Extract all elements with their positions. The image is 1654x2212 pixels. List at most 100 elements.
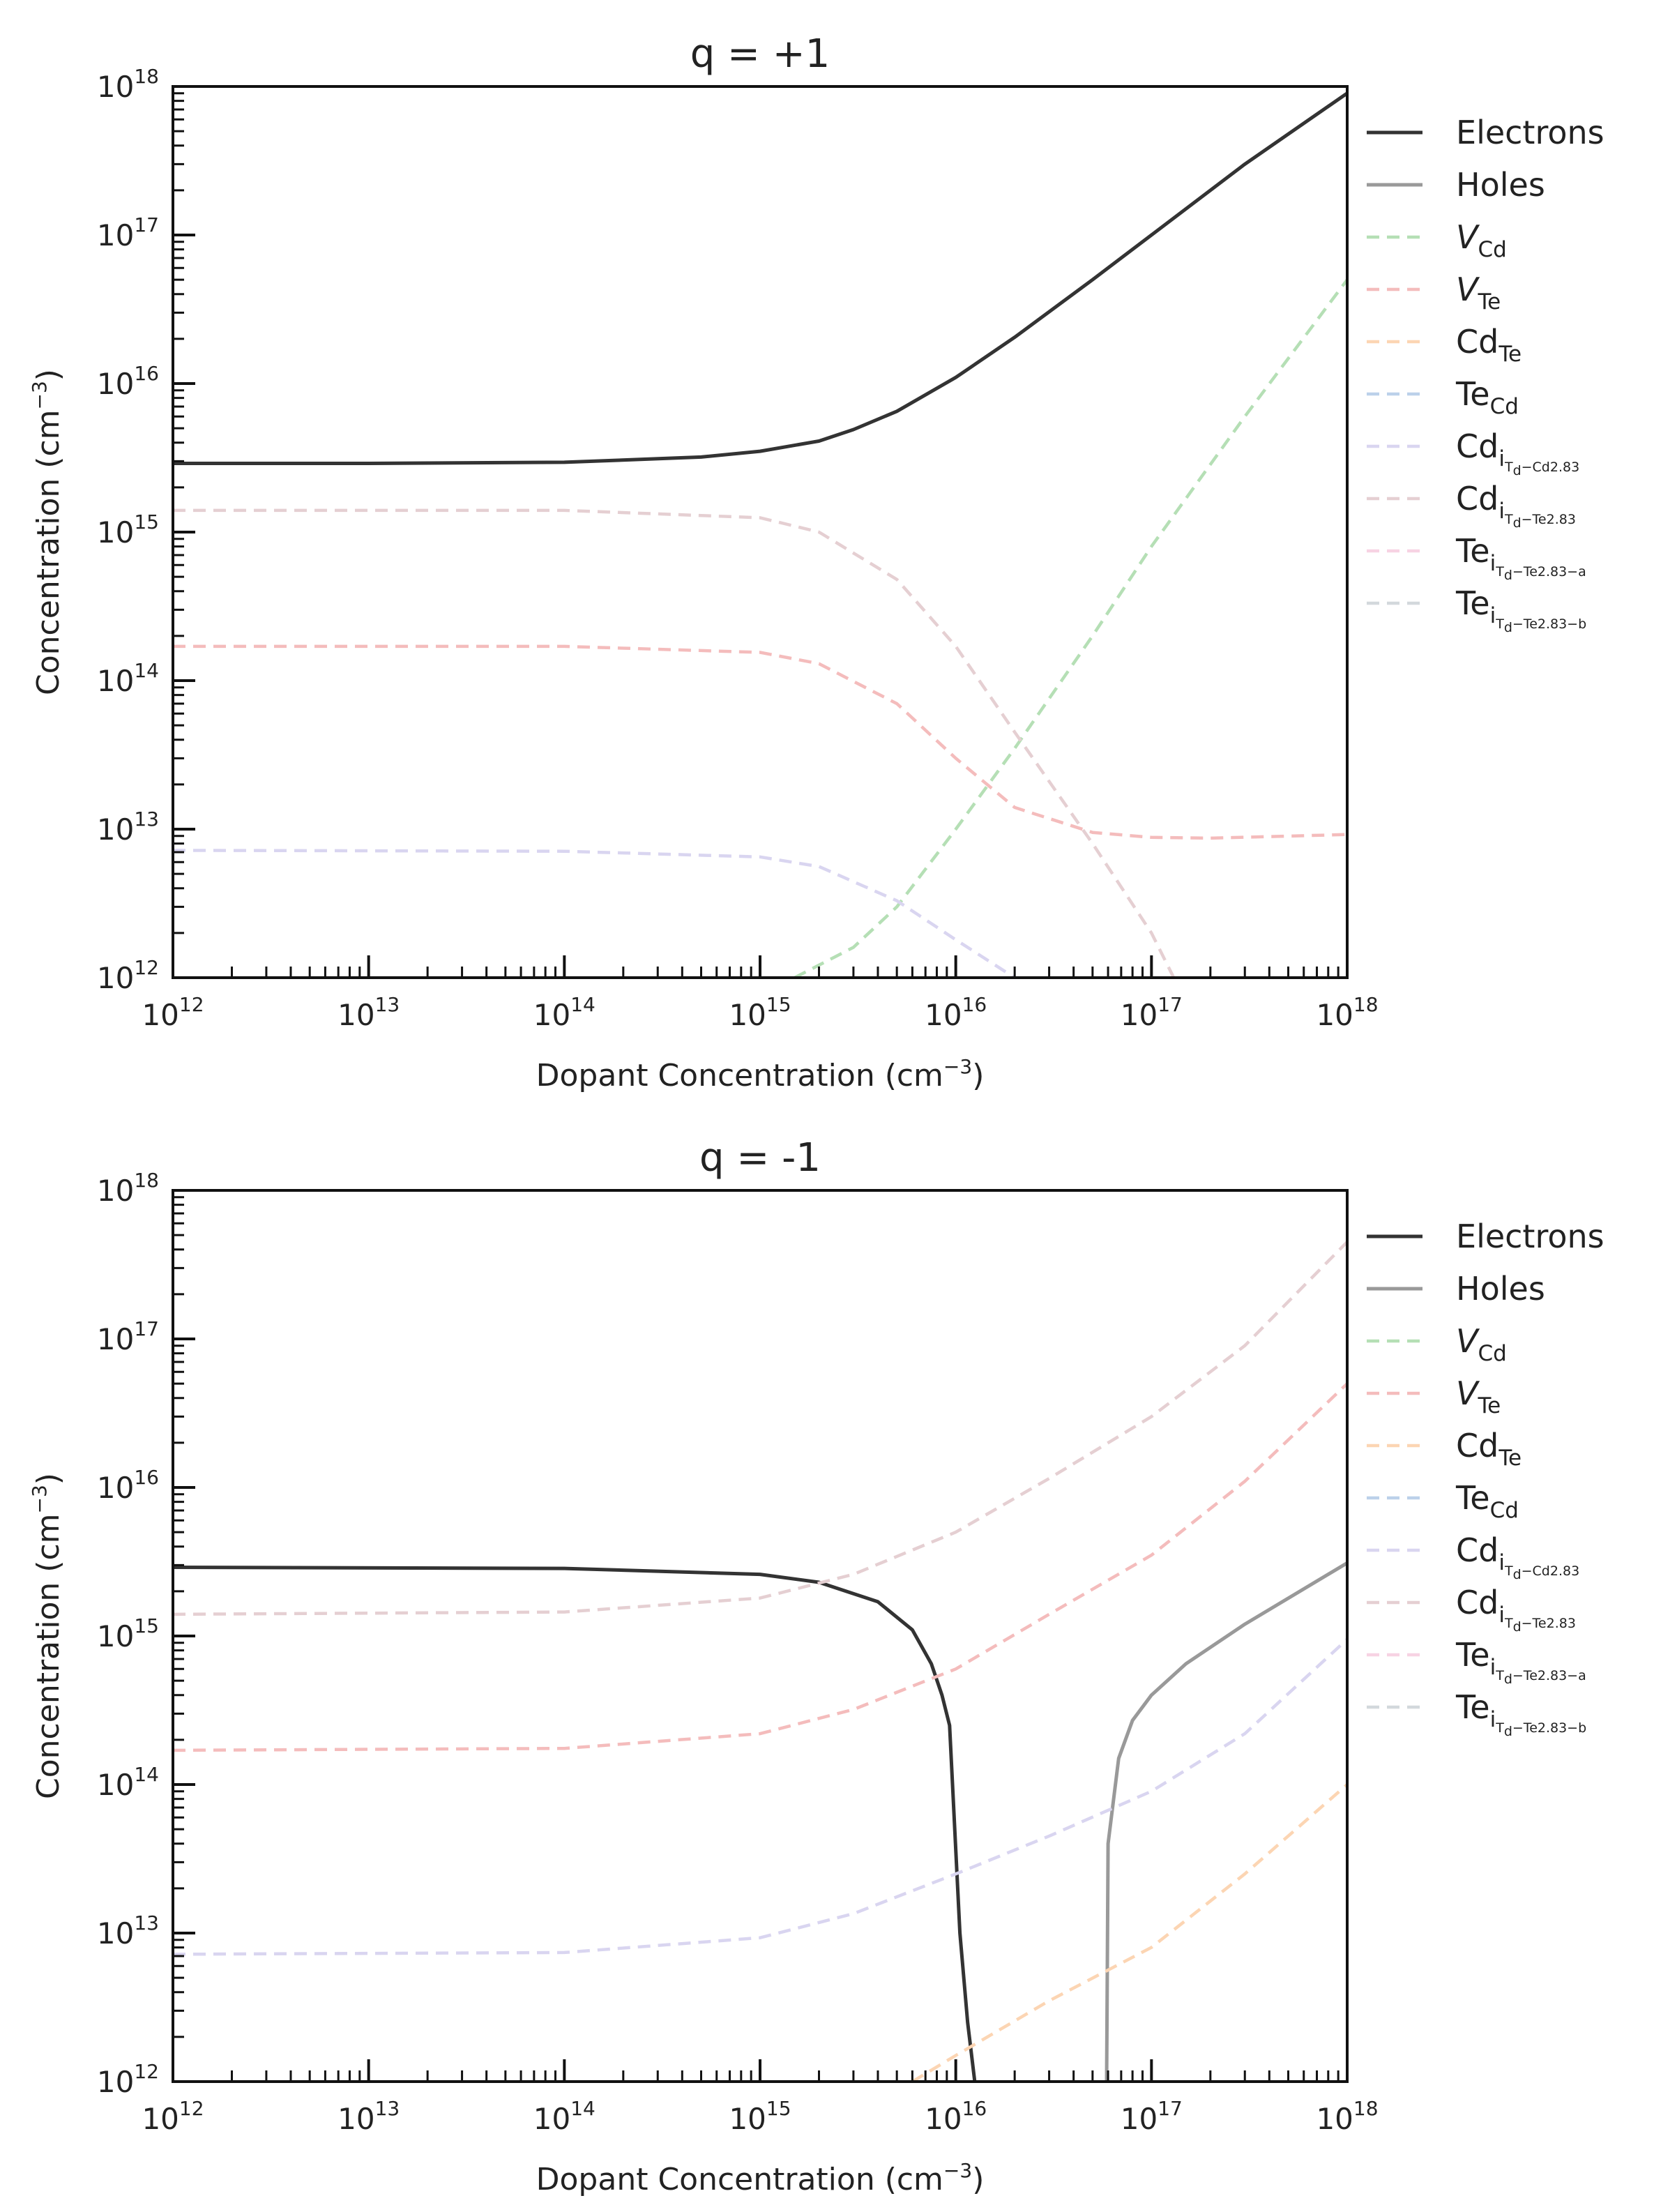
x-axis-label-close: ) bbox=[972, 1058, 984, 1093]
x-tick-exp: 15 bbox=[766, 993, 791, 1016]
x-tick-exp: 12 bbox=[179, 993, 204, 1016]
y-tick-base: 10 bbox=[97, 1174, 134, 1208]
chart-panel-bottom: 1012 1013 1014 1015 1016 1017 1018101210131014… bbox=[28, 1135, 1604, 2197]
y-tick-exp: 18 bbox=[134, 1169, 159, 1192]
y-tick-base: 10 bbox=[97, 1471, 134, 1505]
x-tick-label: 1017 bbox=[1121, 2097, 1183, 2136]
chart-title: q = -1 bbox=[699, 1135, 821, 1181]
y-axis-label-text: Concentration (cm bbox=[31, 409, 66, 695]
legend-sub: i bbox=[1490, 1707, 1496, 1732]
y-tick-base: 10 bbox=[97, 1322, 134, 1356]
legend-sub: Cd bbox=[1478, 1341, 1506, 1366]
legend-sub: i bbox=[1499, 1603, 1505, 1628]
y-tick-exp: 17 bbox=[134, 1317, 159, 1340]
legend-tail: −Te2.83−b bbox=[1512, 1720, 1586, 1736]
legend-tail: −Te2.83−b bbox=[1512, 616, 1586, 632]
series-line-holes bbox=[1105, 1561, 1347, 2082]
legend-subsubsub: d bbox=[1513, 1567, 1522, 1582]
legend-entry: TeCd bbox=[1455, 1479, 1519, 1523]
legend-subsubsub: d bbox=[1513, 1619, 1522, 1635]
x-tick-label: 1014 bbox=[533, 993, 595, 1032]
y-tick-base: 10 bbox=[97, 1916, 134, 1950]
x-tick-label: 1012 bbox=[142, 993, 204, 1032]
legend-main: Electrons bbox=[1456, 1218, 1604, 1255]
x-tick-label: 1018 bbox=[1316, 2097, 1378, 2136]
legend-main: Cd bbox=[1456, 480, 1499, 517]
legend-subsub: T bbox=[1504, 1563, 1513, 1579]
legend-entry: CdiTd−Cd2.83 bbox=[1456, 1531, 1579, 1582]
y-tick-base: 10 bbox=[97, 1619, 134, 1653]
legend-entry: CdTe bbox=[1456, 1427, 1522, 1471]
x-tick-label: 1015 bbox=[729, 2097, 791, 2136]
legend-entry: Electrons bbox=[1456, 114, 1604, 151]
legend-tail: −Te2.83 bbox=[1522, 512, 1576, 527]
legend-entry: CdiTd−Te2.83 bbox=[1456, 480, 1576, 531]
legend-subsubsub: d bbox=[1504, 1724, 1512, 1739]
series-line-cd-i-td-te2-83 bbox=[173, 1241, 1347, 1616]
y-axis-label: Concentration (cm−3) bbox=[28, 369, 66, 695]
y-axis-label-close: ) bbox=[31, 1473, 66, 1485]
legend-entry: VCd bbox=[1456, 1322, 1507, 1366]
x-tick-base: 10 bbox=[729, 998, 766, 1032]
legend-subsubsub: d bbox=[1513, 515, 1522, 531]
y-tick-exp: 13 bbox=[134, 808, 159, 831]
legend-main: Te bbox=[1455, 1479, 1490, 1517]
legend-entry: TeCd bbox=[1455, 375, 1519, 419]
y-tick-base: 10 bbox=[97, 2065, 134, 2099]
y-axis-label: Concentration (cm−3) bbox=[28, 1473, 66, 1799]
legend-subsubsub: d bbox=[1504, 1672, 1512, 1687]
y-tick-label: 1017 bbox=[97, 1317, 159, 1356]
series-line-v-te bbox=[173, 1382, 1347, 1752]
y-tick-exp: 14 bbox=[134, 1763, 159, 1786]
y-tick-label: 1016 bbox=[97, 1466, 159, 1505]
legend-subsubsub: d bbox=[1513, 463, 1522, 478]
x-tick-label: 1016 bbox=[925, 993, 987, 1032]
y-tick-base: 10 bbox=[97, 961, 134, 995]
y-tick-label: 1013 bbox=[97, 1911, 159, 1950]
legend-sub: i bbox=[1490, 1655, 1496, 1680]
legend-subsub: T bbox=[1495, 564, 1504, 579]
legend-sub: i bbox=[1499, 499, 1505, 524]
legend-tail: −Te2.83 bbox=[1522, 1616, 1576, 1631]
legend-sub: Cd bbox=[1478, 237, 1506, 262]
legend-tail: −Cd2.83 bbox=[1522, 1563, 1580, 1579]
legend-main: V bbox=[1456, 218, 1480, 256]
x-axis-label-exp: −3 bbox=[943, 1055, 972, 1078]
x-tick-exp: 17 bbox=[1158, 2097, 1183, 2120]
x-tick-exp: 17 bbox=[1158, 993, 1183, 1016]
x-tick-exp: 16 bbox=[962, 2097, 987, 2120]
chart-panel-top: 1012 1013 1014 1015 1016 1017 1018101210131014… bbox=[28, 31, 1604, 1093]
legend-sub: i bbox=[1490, 603, 1496, 628]
legend-tail: −Cd2.83 bbox=[1522, 460, 1580, 475]
x-tick-base: 10 bbox=[533, 998, 570, 1032]
legend-sub: Cd bbox=[1490, 1498, 1519, 1523]
legend-entry: TeiTd−Te2.83−a bbox=[1455, 1636, 1586, 1687]
x-tick-base: 10 bbox=[142, 998, 179, 1032]
y-tick-exp: 12 bbox=[134, 956, 159, 979]
y-tick-exp: 18 bbox=[134, 65, 159, 88]
y-tick-exp: 17 bbox=[134, 213, 159, 236]
legend-sub: i bbox=[1499, 446, 1505, 471]
legend-subsubsub: d bbox=[1504, 620, 1512, 635]
x-tick-exp: 16 bbox=[962, 993, 987, 1016]
legend-main: V bbox=[1456, 271, 1480, 308]
series-line-cd-i-td-cd2-83 bbox=[173, 1638, 1347, 1956]
legend-sub: Cd bbox=[1490, 394, 1519, 419]
legend-entry: TeiTd−Te2.83−b bbox=[1455, 584, 1586, 635]
legend-entry: VTe bbox=[1456, 271, 1501, 315]
y-tick-base: 10 bbox=[97, 515, 134, 550]
y-tick-exp: 13 bbox=[134, 1911, 159, 1934]
legend-tail: −Te2.83−a bbox=[1512, 1668, 1586, 1683]
legend-main: Cd bbox=[1456, 1584, 1499, 1621]
chart-title: q = +1 bbox=[690, 31, 830, 77]
x-axis-label-text: Dopant Concentration (cm bbox=[536, 2162, 943, 2197]
y-tick-base: 10 bbox=[97, 664, 134, 698]
x-tick-exp: 15 bbox=[766, 2097, 791, 2120]
y-tick-label: 1014 bbox=[97, 1763, 159, 1802]
x-tick-label: 1018 bbox=[1316, 993, 1378, 1032]
x-tick-exp: 18 bbox=[1353, 993, 1379, 1016]
legend-main: V bbox=[1456, 1322, 1480, 1360]
x-axis-label-close: ) bbox=[972, 2162, 984, 2197]
legend-subsub: T bbox=[1504, 460, 1513, 475]
y-tick-base: 10 bbox=[97, 367, 134, 401]
